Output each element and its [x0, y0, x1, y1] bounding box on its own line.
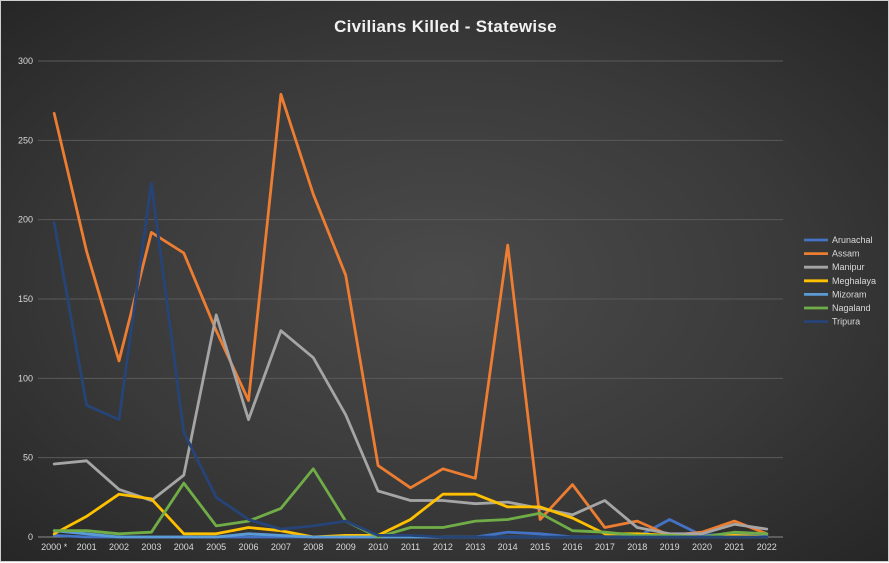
x-tick-label-2000: 2000 *: [41, 542, 68, 552]
x-tick-label-2009: 2009: [336, 542, 356, 552]
legend-label-mizoram: Mizoram: [832, 289, 867, 299]
y-tick-label-300: 300: [18, 56, 33, 66]
x-tick-label-2016: 2016: [562, 542, 582, 552]
x-tick-label-2018: 2018: [627, 542, 647, 552]
x-tick-label-2008: 2008: [303, 542, 323, 552]
x-tick-label-2006: 2006: [239, 542, 259, 552]
y-tick-label-0: 0: [28, 532, 33, 542]
x-tick-label-2022: 2022: [757, 542, 777, 552]
x-tick-label-2014: 2014: [498, 542, 518, 552]
x-tick-label-2012: 2012: [433, 542, 453, 552]
x-tick-label-2011: 2011: [401, 542, 420, 552]
series-line-assam: [52, 92, 769, 537]
x-tick-label-2019: 2019: [660, 542, 680, 552]
y-tick-label-200: 200: [18, 215, 33, 225]
x-tick-label-2017: 2017: [595, 542, 615, 552]
y-tick-label-50: 50: [23, 453, 33, 463]
legend-label-nagaland: Nagaland: [832, 303, 871, 313]
legend-label-assam: Assam: [832, 249, 860, 259]
series-line-manipur: [52, 313, 769, 536]
x-tick-label-2005: 2005: [206, 542, 226, 552]
series-line-tripura: [52, 181, 769, 539]
legend-label-meghalaya: Meghalaya: [832, 276, 876, 286]
legend-label-arunachal: Arunachal: [832, 235, 873, 245]
series-line-nagaland: [52, 467, 769, 539]
y-tick-label-250: 250: [18, 135, 33, 145]
x-tick-label-2021: 2021: [724, 542, 744, 552]
x-tick-label-2010: 2010: [368, 542, 388, 552]
legend-label-tripura: Tripura: [832, 317, 860, 327]
y-tick-label-100: 100: [18, 373, 33, 383]
x-tick-label-2020: 2020: [692, 542, 712, 552]
x-tick-label-2015: 2015: [530, 542, 550, 552]
x-tick-label-2007: 2007: [271, 542, 291, 552]
x-tick-label-2013: 2013: [465, 542, 485, 552]
y-tick-label-150: 150: [18, 294, 33, 304]
legend-label-manipur: Manipur: [832, 262, 865, 272]
chart-title: Civilians Killed - Statewise: [334, 17, 557, 36]
x-tick-label-2001: 2001: [77, 542, 97, 552]
x-tick-label-2003: 2003: [141, 542, 161, 552]
x-tick-label-2004: 2004: [174, 542, 194, 552]
x-tick-label-2002: 2002: [109, 542, 129, 552]
